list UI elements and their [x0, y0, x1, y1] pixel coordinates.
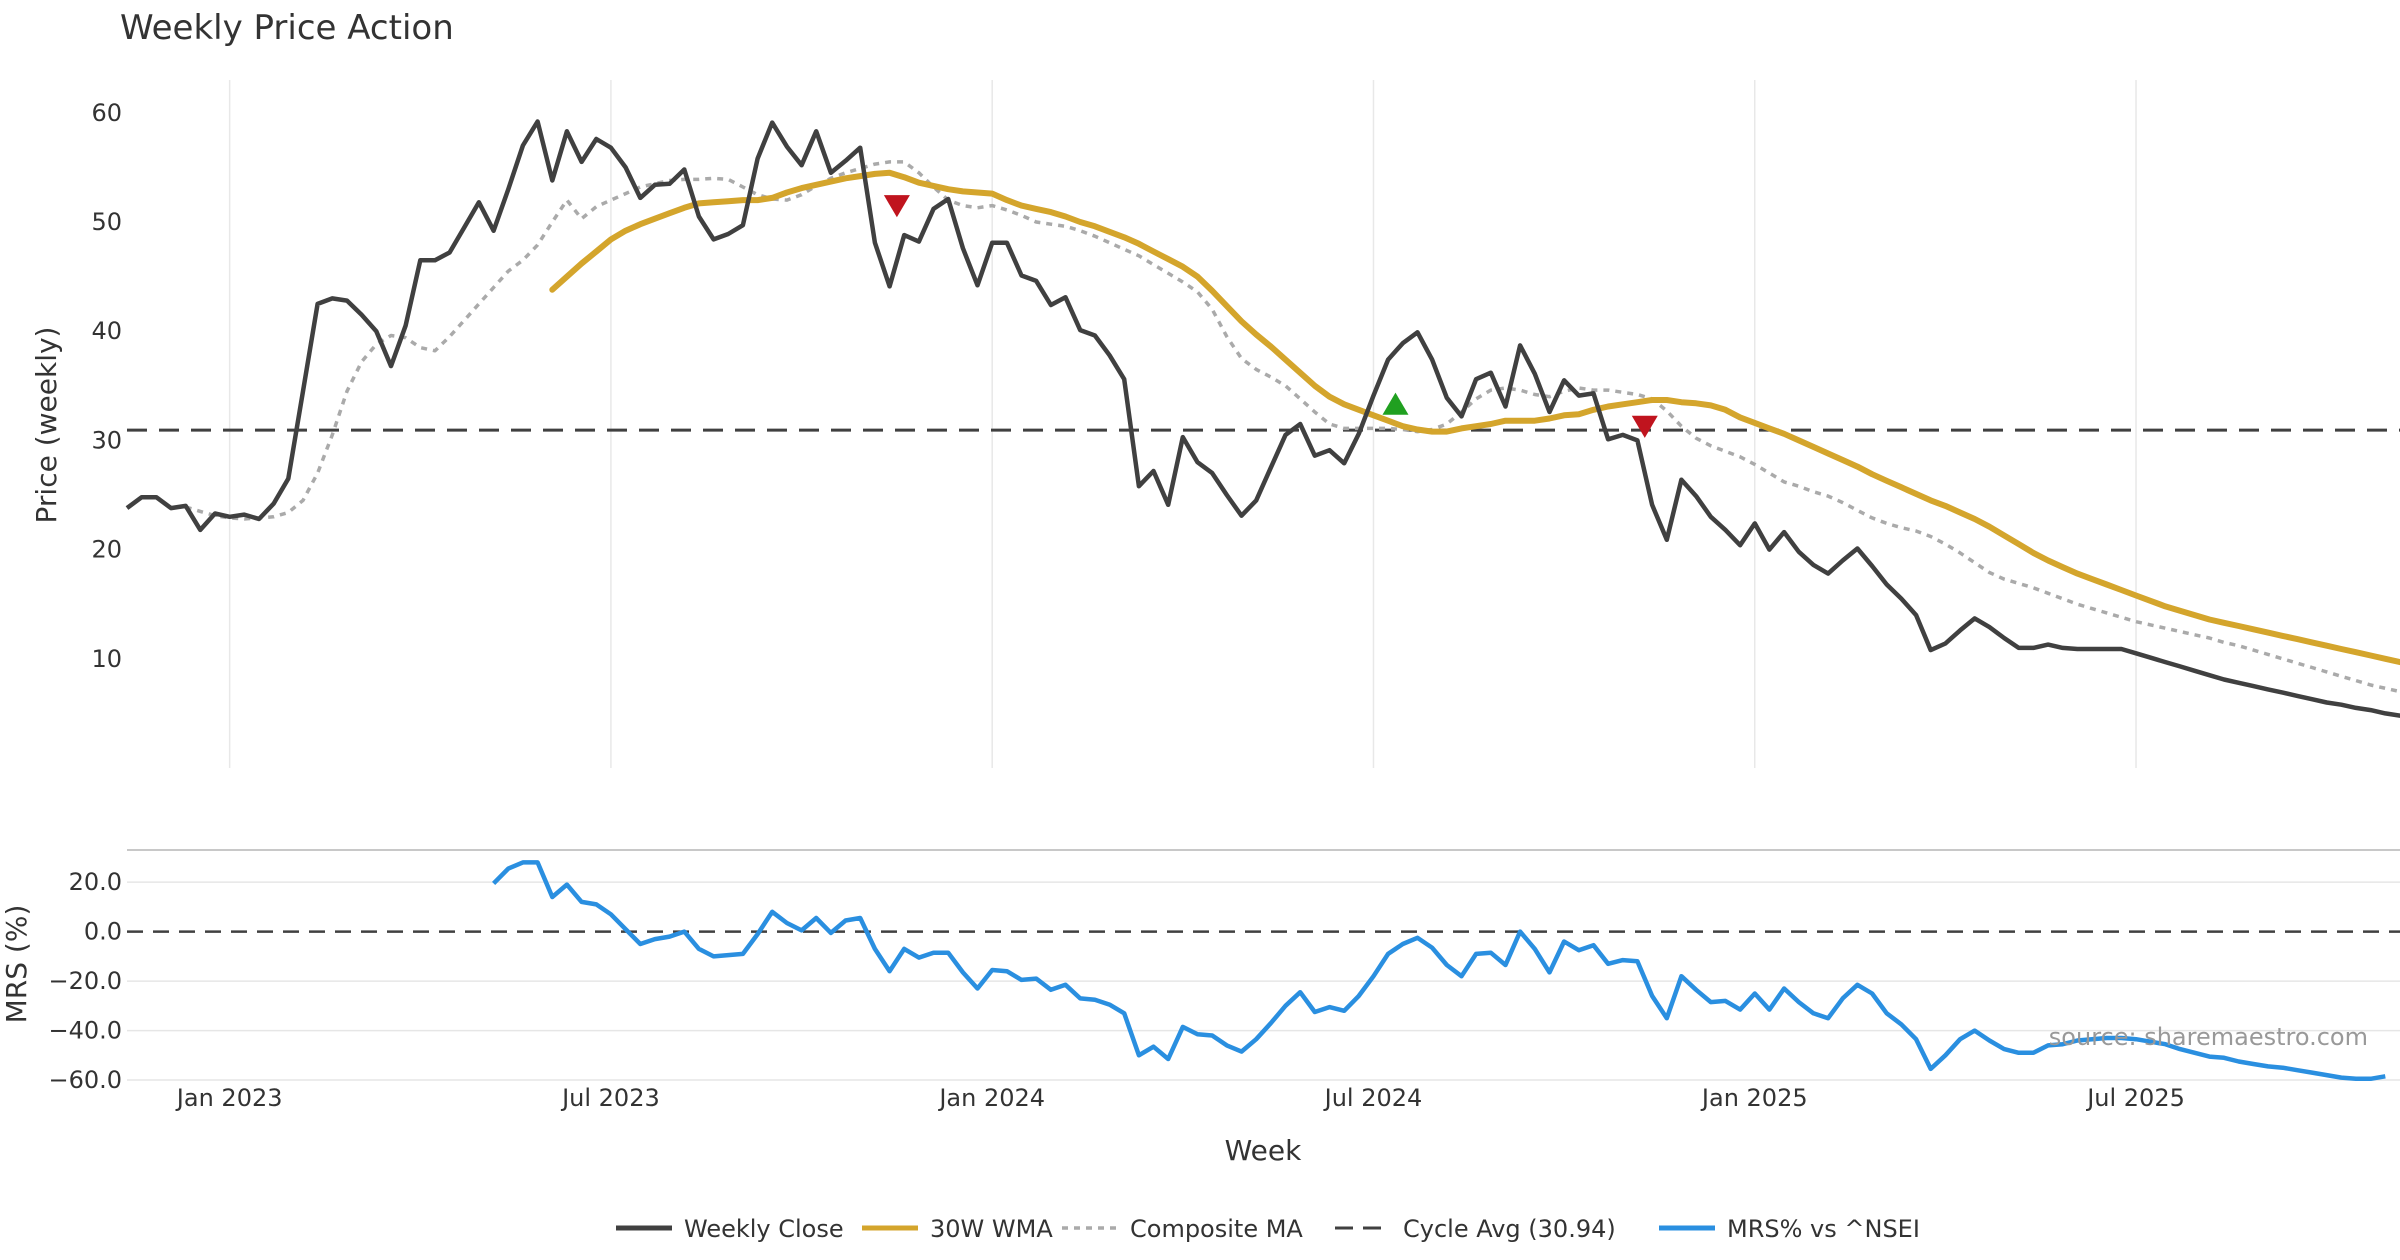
- x-axis-label: Week: [1225, 1134, 1302, 1167]
- mrs-y-tick-label: 0.0: [84, 918, 122, 946]
- mrs-y-tick-label: −20.0: [48, 967, 122, 995]
- legend-label: MRS% vs ^NSEI: [1727, 1215, 1920, 1243]
- wma-30w-line: [549, 169, 2400, 666]
- buy-signal-marker: [1382, 392, 1409, 415]
- x-tick-label: Jul 2025: [2085, 1084, 2185, 1112]
- price-y-axis-label: Price (weekly): [30, 327, 63, 524]
- legend-label: 30W WMA: [930, 1215, 1053, 1243]
- x-tick-label: Jul 2023: [560, 1084, 660, 1112]
- x-tick-label: Jul 2024: [1323, 1084, 1423, 1112]
- legend-entry: Cycle Avg (30.94): [1335, 1215, 1616, 1243]
- price-y-tick-label: 10: [91, 645, 122, 673]
- legend-entry: MRS% vs ^NSEI: [1659, 1215, 1920, 1243]
- legend-entry: Weekly Close: [616, 1215, 844, 1243]
- legend-label: Weekly Close: [684, 1215, 844, 1243]
- price-y-tick-label: 20: [91, 536, 122, 564]
- x-tick-label: Jan 2025: [1700, 1084, 1808, 1112]
- sell-signal-marker: [883, 195, 910, 218]
- weekly-close-line: [125, 119, 2400, 718]
- x-ticks: Jan 2023 Jul 2023 Jan 2024 Jul 2024 Jan 2025…: [175, 1084, 2185, 1112]
- mrs-y-tick-label: −60.0: [48, 1066, 122, 1094]
- source-note: source: sharemaestro.com: [2049, 1023, 2368, 1051]
- sell-signal-marker: [1631, 415, 1658, 438]
- mrs-y-tick-label: 20.0: [69, 868, 122, 896]
- legend-label: Composite MA: [1130, 1215, 1303, 1243]
- chart-title: Weekly Price Action: [120, 8, 454, 48]
- price-y-tick-label: 30: [91, 426, 122, 454]
- price-y-ticks: 10 20 30 40 50 60: [91, 99, 122, 673]
- x-tick-label: Jan 2024: [937, 1084, 1045, 1112]
- price-grid: [228, 80, 2137, 768]
- x-tick-label: Jan 2023: [175, 1084, 283, 1112]
- mrs-y-tick-label: −40.0: [48, 1017, 122, 1045]
- mrs-line: [492, 860, 2386, 1082]
- legend-entry: 30W WMA: [862, 1215, 1053, 1243]
- legend-label: Cycle Avg (30.94): [1403, 1215, 1616, 1243]
- legend-entry: Composite MA: [1062, 1215, 1303, 1243]
- price-y-tick-label: 50: [91, 208, 122, 236]
- price-y-tick-label: 60: [91, 99, 122, 127]
- mrs-y-ticks: 20.0 0.0 −20.0 −40.0 −60.0: [48, 868, 122, 1094]
- price-y-tick-label: 40: [91, 317, 122, 345]
- signal-markers: [883, 195, 1658, 438]
- composite-ma-line: [185, 160, 2400, 694]
- mrs-y-axis-label: MRS (%): [0, 905, 33, 1024]
- legend: Weekly Close 30W WMA Composite MA Cycle Avg…: [616, 1215, 1920, 1243]
